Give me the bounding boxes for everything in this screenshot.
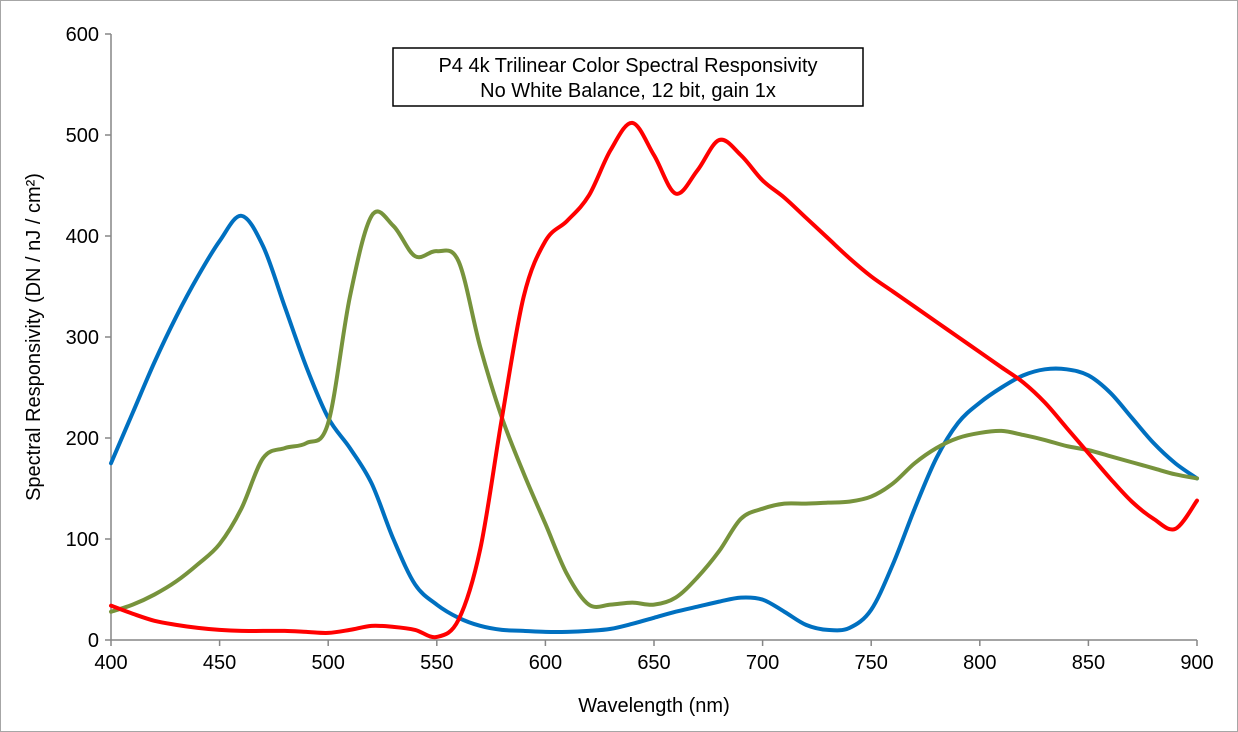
chart-title: P4 4k Trilinear Color Spectral Responsiv… (438, 55, 817, 77)
y-tick-label: 600 (66, 24, 99, 46)
x-axis-title: Wavelength (nm) (578, 695, 730, 717)
y-tick-label: 300 (66, 327, 99, 349)
y-tick-label: 200 (66, 428, 99, 450)
x-tick-label: 550 (420, 652, 453, 674)
x-tick-label: 650 (637, 652, 670, 674)
title-box-border (392, 47, 864, 107)
chart-title-box: P4 4k Trilinear Color Spectral Responsiv… (392, 47, 864, 107)
x-tick-label: 900 (1180, 652, 1213, 674)
plot-area: 0 100 200 300 400 500 600 400 450 500 550 600 650 700… (66, 24, 1214, 674)
x-tick-label: 600 (529, 652, 562, 674)
x-tick-label: 800 (963, 652, 996, 674)
y-tick-label: 400 (66, 226, 99, 248)
series-line-red (109, 120, 1199, 640)
y-tick-label: 0 (88, 630, 99, 652)
x-tick-label: 700 (746, 652, 779, 674)
x-tick-label: 400 (94, 652, 127, 674)
y-axis-title: Spectral Responsivity (DN / nJ / cm²) (23, 173, 45, 501)
chart-subtitle: No White Balance, 12 bit, gain 1x (480, 80, 776, 102)
y-tick-label: 500 (66, 125, 99, 147)
x-tick-label: 750 (855, 652, 888, 674)
x-tick-label: 850 (1072, 652, 1105, 674)
series-line-green (109, 209, 1199, 614)
y-tick-label: 100 (66, 529, 99, 551)
x-tick-label: 450 (203, 652, 236, 674)
x-tick-label: 500 (312, 652, 345, 674)
series-line-blue (109, 213, 1199, 635)
